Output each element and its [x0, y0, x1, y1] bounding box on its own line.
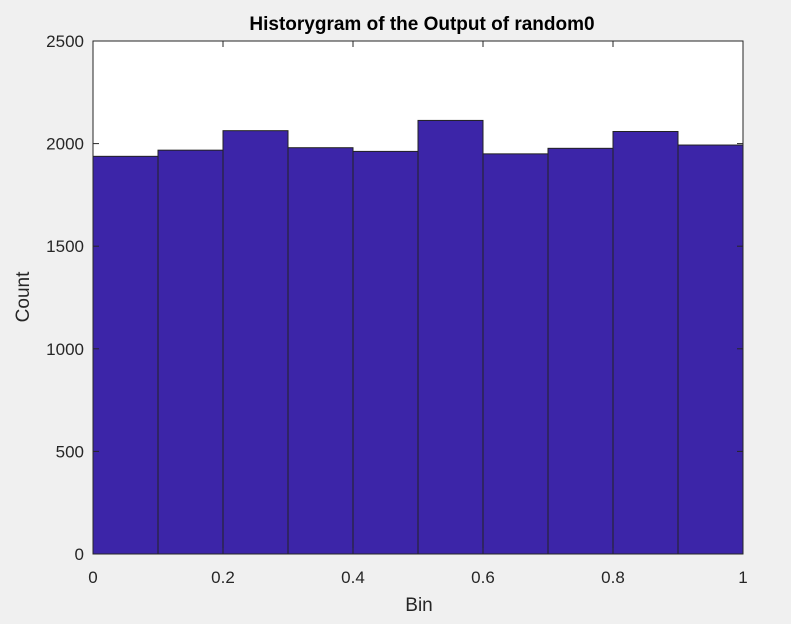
y-axis-label: Count: [13, 271, 34, 322]
y-tick-label: 1500: [46, 237, 84, 256]
y-tick-label: 1000: [46, 340, 84, 359]
y-tick-label: 0: [75, 545, 84, 564]
histogram-bar: [352, 150, 419, 555]
x-axis-label: Bin: [405, 595, 432, 616]
histogram-bar: [547, 147, 614, 555]
bars-group: [92, 119, 744, 555]
histogram-bar: [417, 119, 484, 555]
histogram-bar: [612, 130, 679, 555]
x-tick-label: 1: [738, 568, 747, 587]
y-tick-label: 2000: [46, 135, 84, 154]
histogram-bar: [677, 144, 744, 555]
ticks-group: [92, 40, 744, 555]
histogram-bar: [482, 153, 549, 555]
y-tick-label: 2500: [46, 32, 84, 51]
x-tick-label: 0.6: [471, 568, 495, 587]
axes-box: [92, 40, 744, 555]
x-tick-label: 0.8: [601, 568, 625, 587]
histogram-bar: [157, 149, 224, 555]
histogram-bar: [287, 147, 354, 555]
x-tick-label: 0.2: [211, 568, 235, 587]
histogram-bar: [222, 130, 289, 555]
y-tick-label: 500: [56, 442, 84, 461]
x-tick-label: 0: [88, 568, 97, 587]
x-tick-label: 0.4: [341, 568, 365, 587]
histogram-bar: [92, 155, 159, 555]
chart-title: Historygram of the Output of random0: [249, 14, 594, 35]
tick-labels-group: 0 0.2 0.4 0.6 0.8 1 0 500 1000 1500 2000 2500: [46, 32, 748, 587]
